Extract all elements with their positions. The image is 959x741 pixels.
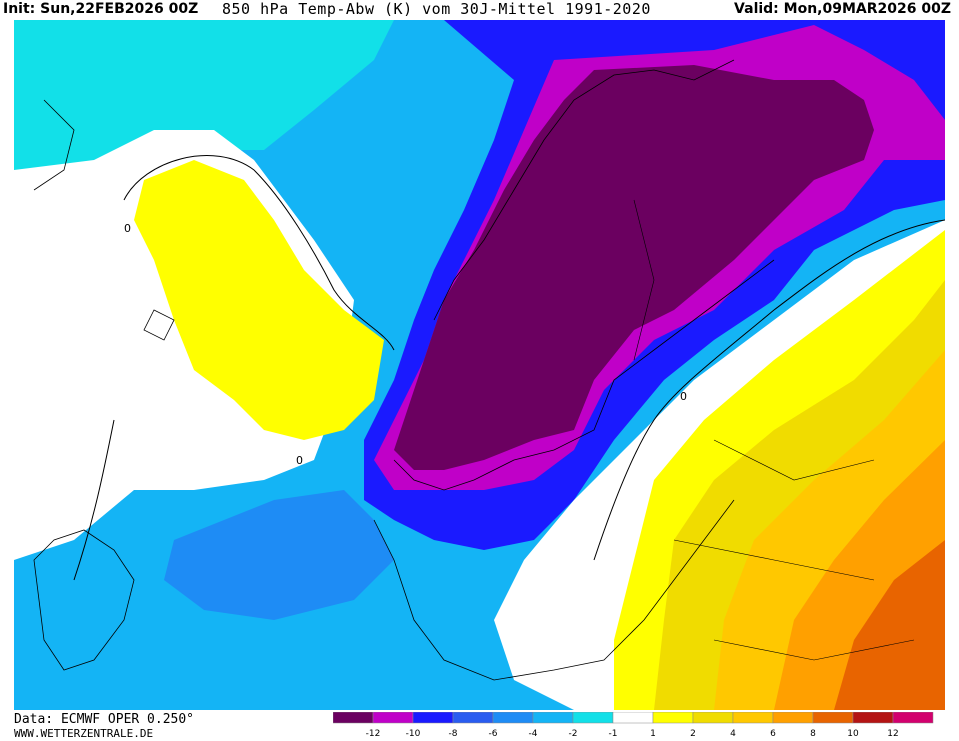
extreme-cold-core: [394, 65, 874, 470]
border-lines: [633, 199, 915, 661]
legend-tick-label: -12: [366, 729, 381, 739]
contour-label: 0: [296, 454, 303, 467]
legend-tick-label: 1: [650, 729, 656, 739]
map-title: 850 hPa Temp-Abw (K) vom 30J-Mittel 1991…: [222, 0, 651, 18]
legend-swatch: [572, 712, 614, 724]
legend-swatch: [772, 712, 814, 724]
color-legend: -12 -10 -8 -6 -4 -2 -1 1 2 4 6 8 10 12: [333, 712, 934, 739]
map-header: Init: Sun,22FEB2026 00Z 850 hPa Temp-Abw…: [0, 0, 959, 20]
coastline-scandinavia: [393, 59, 775, 491]
legend-swatch: [852, 712, 894, 724]
cool-west-region: [164, 490, 394, 620]
coastline-greenland-iceland: [33, 99, 175, 341]
coastline-continent: [373, 499, 735, 681]
legend-swatch: [333, 712, 374, 724]
legend-tick-label: -8: [449, 729, 458, 739]
legend-tick-label: 2: [690, 729, 696, 739]
data-source: Data: ECMWF OPER 0.250°: [14, 712, 195, 727]
legend-swatch: [652, 712, 694, 724]
zero-contour-west: [73, 155, 395, 581]
legend-tick-label: -1: [609, 729, 618, 739]
map-footer: Data: ECMWF OPER 0.250° WWW.WETTERZENTRA…: [0, 710, 959, 741]
legend-swatch: [692, 712, 734, 724]
legend-swatch: [492, 712, 534, 724]
legend-tick-label: 8: [810, 729, 816, 739]
hottest-east-region: [834, 540, 945, 710]
legend-swatch: [612, 712, 654, 724]
legend-swatch: [812, 712, 854, 724]
temperature-anomaly-map: 0 0 0: [14, 20, 945, 710]
website: WWW.WETTERZENTRALE.DE: [14, 727, 154, 740]
valid-time: Valid: Mon,09MAR2026 00Z: [734, 1, 951, 17]
legend-swatch: [532, 712, 574, 724]
legend-swatch: [412, 712, 454, 724]
legend-tick-label: -2: [569, 729, 578, 739]
warm-west-region: [134, 160, 384, 440]
legend-swatch: [892, 712, 934, 724]
init-time: Init: Sun,22FEB2026 00Z: [3, 1, 199, 17]
legend-swatch: [452, 712, 494, 724]
legend-tick-label: 10: [847, 729, 859, 739]
legend-tick-label: 6: [770, 729, 776, 739]
coastline-british-isles: [33, 529, 135, 671]
north-cyan-region: [14, 20, 394, 220]
contour-label: 0: [680, 390, 687, 403]
legend-tick-label: 12: [887, 729, 898, 739]
legend-swatch: [732, 712, 774, 724]
legend-tick-label: 4: [730, 729, 736, 739]
contour-label: 0: [124, 222, 131, 235]
legend-tick-label: -6: [489, 729, 498, 739]
map-canvas: 0 0 0: [14, 20, 945, 710]
legend-tick-label: -4: [529, 729, 538, 739]
legend-swatch: [372, 712, 414, 724]
legend-tick-label: -10: [406, 729, 421, 739]
zero-contour-east: [593, 219, 945, 561]
